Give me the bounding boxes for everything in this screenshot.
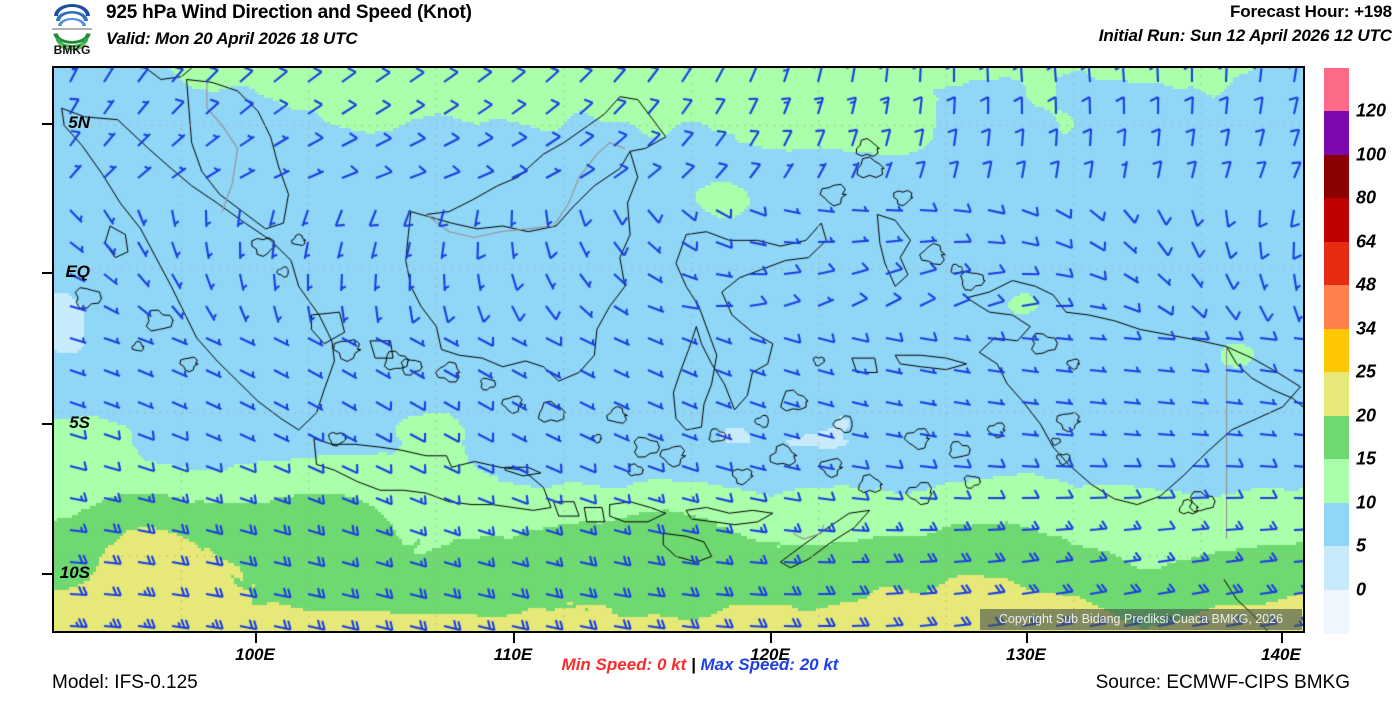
- y-axis-tick: [42, 573, 52, 575]
- colorbar-tick-label: 20: [1356, 405, 1377, 426]
- colorbar-tick-label: 80: [1356, 187, 1377, 208]
- valid-time: Valid: Mon 20 April 2026 18 UTC: [106, 29, 358, 48]
- colorbar-tick-label: 15: [1356, 448, 1377, 469]
- y-axis-label: 10S: [59, 563, 90, 582]
- header-right: Forecast Hour: +198 Initial Run: Sun 12 …: [1099, 0, 1392, 48]
- colorbar-tick-label: 34: [1356, 318, 1377, 339]
- x-axis-label: 140E: [1261, 645, 1301, 664]
- x-axis-tick: [513, 633, 515, 643]
- colorbar-band: [1324, 111, 1349, 156]
- y-axis-tick: [42, 272, 52, 274]
- source-label: Source: ECMWF-CIPS BMKG: [1095, 672, 1350, 693]
- initial-run: Initial Run: Sun 12 April 2026 12 UTC: [1098, 26, 1392, 45]
- colorbar-band: [1324, 328, 1349, 373]
- x-axis-tick: [255, 633, 257, 643]
- max-speed-value: 20 kt: [799, 655, 839, 674]
- y-axis-label: 5N: [68, 113, 90, 132]
- colorbar-tick-label: 5: [1356, 535, 1367, 556]
- x-axis-tick: [770, 633, 772, 643]
- colorbar-band: [1324, 241, 1349, 286]
- max-speed-label: Max Speed:: [700, 655, 795, 674]
- forecast-hour: Forecast Hour: +198: [1229, 2, 1392, 21]
- min-speed-label: Min Speed:: [561, 655, 653, 674]
- x-axis-label: 120E: [750, 645, 790, 664]
- x-axis-label: 130E: [1006, 645, 1046, 664]
- speed-separator: |: [690, 655, 696, 674]
- x-axis-tick: [1026, 633, 1028, 643]
- colorbar-band: [1324, 415, 1349, 460]
- header-left: BMKG 925 hPa Wind Direction and Speed (K…: [44, 0, 944, 58]
- colorbar-band: [1324, 459, 1349, 504]
- colorbar-band: [1324, 589, 1349, 634]
- svg-text:BMKG: BMKG: [54, 43, 91, 56]
- y-axis-label: 5S: [69, 413, 90, 432]
- map-frame[interactable]: Copyright Sub Bidang Prediksi Cuaca BMKG…: [52, 66, 1305, 633]
- x-axis-label: 100E: [235, 645, 275, 664]
- colorbar-tick-label: 10: [1356, 492, 1377, 513]
- colorbar-band: [1324, 285, 1349, 330]
- y-axis-tick: [42, 423, 52, 425]
- colorbar-tick-label: 48: [1356, 274, 1377, 295]
- x-axis-label: 110E: [493, 645, 533, 664]
- colorbar-tick-label: 25: [1356, 361, 1377, 382]
- colorbar-tick-label: 64: [1356, 231, 1377, 252]
- colorbar-tick-label: 100: [1356, 144, 1387, 165]
- y-axis-label: EQ: [65, 262, 90, 281]
- colorbar-tick-label: 120: [1356, 100, 1387, 121]
- colorbar-band: [1324, 154, 1349, 199]
- bmkg-logo-icon: BMKG: [52, 4, 92, 56]
- copyright-watermark: Copyright Sub Bidang Prediksi Cuaca BMKG…: [980, 609, 1302, 630]
- colorbar-band: [1324, 198, 1349, 243]
- colorbar-band: [1324, 502, 1349, 547]
- map-canvas: [54, 68, 1303, 631]
- page-title: 925 hPa Wind Direction and Speed (Knot): [106, 2, 472, 23]
- colorbar-tick-label: 0: [1356, 579, 1367, 600]
- colorbar-band: [1324, 68, 1349, 113]
- speed-colorbar: [1324, 68, 1349, 634]
- model-label: Model: IFS-0.125: [52, 672, 198, 693]
- min-speed-value: 0 kt: [656, 655, 687, 674]
- colorbar-band: [1324, 372, 1349, 417]
- x-axis-tick: [1281, 633, 1283, 643]
- colorbar-band: [1324, 546, 1349, 591]
- speed-summary: Min Speed: 0 kt | Max Speed: 20 kt: [0, 655, 1400, 675]
- y-axis-tick: [42, 123, 52, 125]
